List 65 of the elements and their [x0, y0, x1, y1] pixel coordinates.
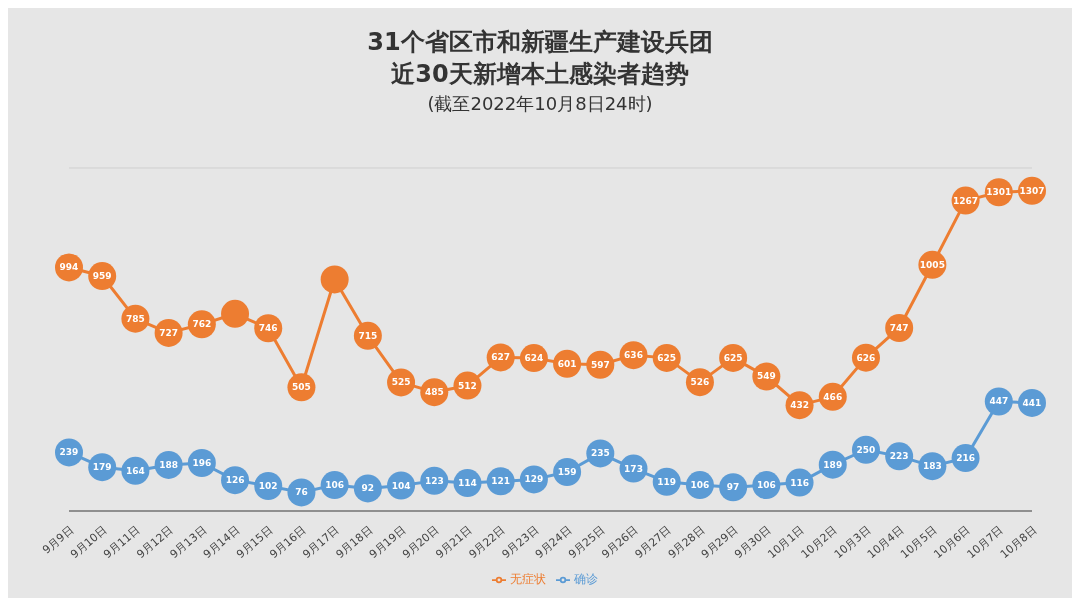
data-label: 102: [258, 481, 278, 492]
data-label: 116: [790, 477, 809, 488]
data-label: 1267: [953, 195, 979, 206]
data-label: 624: [524, 353, 544, 364]
data-label: 625: [723, 352, 743, 363]
data-label: 250: [856, 444, 876, 455]
data-label: 223: [889, 451, 909, 462]
data-label: 959: [92, 271, 112, 282]
data-label: 106: [756, 480, 776, 491]
legend-label: 确诊: [574, 572, 598, 586]
data-label: 636: [624, 350, 643, 361]
data-label: 785: [126, 313, 145, 324]
legend-label: 无症状: [510, 572, 546, 586]
data-label: 164: [126, 465, 145, 476]
point: [719, 473, 748, 502]
data-label: 601: [557, 358, 577, 369]
data-label: 76: [295, 487, 308, 498]
data-label: 123: [424, 475, 444, 486]
data-label: 179: [92, 462, 112, 473]
data-label: 485: [424, 387, 444, 398]
data-label: 627: [491, 352, 511, 363]
data-label: 994: [59, 262, 79, 273]
data-label: 119: [657, 476, 677, 487]
data-label: 239: [59, 447, 79, 458]
point: [320, 265, 349, 294]
data-label: 126: [225, 475, 245, 486]
data-label: 727: [159, 327, 179, 338]
data-label: 183: [922, 461, 942, 472]
data-label: 196: [192, 457, 212, 468]
data-label: 441: [1022, 397, 1042, 408]
data-label: 114: [458, 478, 477, 489]
data-label: 549: [756, 371, 776, 382]
data-label: 92: [361, 483, 375, 494]
data-label: 526: [690, 377, 710, 388]
data-label: 762: [192, 319, 212, 330]
data-label: 97: [726, 482, 740, 493]
data-label: 505: [292, 382, 311, 393]
data-label: 447: [989, 396, 1009, 407]
data-label: 104: [391, 480, 411, 491]
data-label: 715: [358, 330, 378, 341]
point: [221, 299, 250, 328]
data-label: 106: [690, 480, 710, 491]
data-label: 1005: [919, 259, 945, 270]
data-label: 525: [391, 377, 411, 388]
data-label: 216: [956, 453, 975, 464]
data-label: 1301: [986, 187, 1012, 198]
chart-title: 31个省区市和新疆生产建设兵团近30天新增本土感染者趋势: [366, 27, 714, 90]
data-label: 746: [258, 323, 278, 334]
data-label: 188: [159, 459, 179, 470]
data-label: 597: [590, 359, 610, 370]
data-label: 1307: [1019, 185, 1045, 196]
data-label: 625: [657, 352, 677, 363]
data-label: 129: [524, 474, 544, 485]
data-label: 121: [491, 476, 511, 487]
data-label: 512: [458, 380, 477, 391]
data-label: 235: [590, 448, 610, 459]
data-label: 189: [823, 459, 843, 470]
data-label: 466: [823, 391, 843, 402]
data-label: 626: [856, 352, 876, 363]
chart-subtitle: (截至2022年10月8日24时): [426, 92, 654, 116]
data-label: 106: [325, 480, 345, 491]
data-label: 173: [624, 463, 643, 474]
data-label: 159: [557, 467, 577, 478]
data-label: 747: [889, 322, 909, 333]
data-label: 432: [790, 400, 809, 411]
